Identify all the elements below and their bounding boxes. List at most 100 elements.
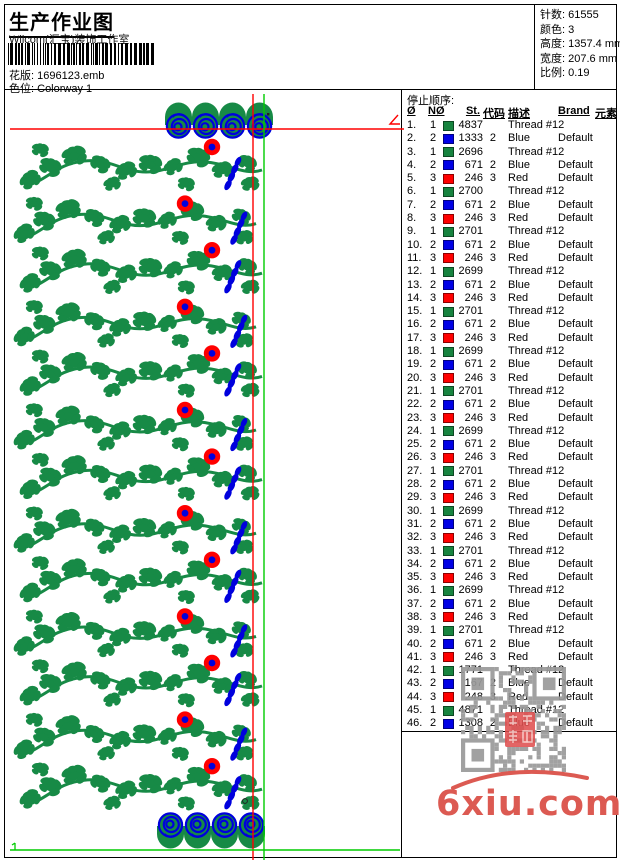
row-description: Blue (508, 198, 531, 211)
table-row: 7. 2 671 2 Blue Default (402, 199, 616, 212)
row-code: 2 (489, 597, 496, 610)
row-brand: Default (558, 251, 593, 264)
row-stitches: 671 (464, 517, 483, 530)
table-row: 45. 1 4871 Thread #12 (402, 704, 616, 717)
row-seq: 4. (407, 158, 417, 171)
row-description: Blue (508, 517, 531, 530)
row-needle: 2 (430, 132, 437, 145)
row-stitches: 4837 (458, 119, 483, 131)
row-brand: Default (558, 238, 593, 251)
color-swatch (443, 426, 454, 437)
row-brand: Default (558, 571, 593, 584)
row-brand: Default (558, 717, 593, 730)
color-swatch (443, 319, 454, 330)
row-brand: Default (558, 690, 593, 703)
row-needle: 2 (430, 717, 437, 730)
row-needle: 3 (430, 251, 437, 264)
row-seq: 32. (407, 531, 423, 544)
design-file: 花版: 1696123.emb (9, 67, 104, 83)
row-code: 3 (489, 411, 496, 424)
color-swatch (443, 399, 454, 410)
row-description: Thread #12 (508, 185, 565, 198)
row-description: Blue (508, 358, 531, 371)
barcode (8, 43, 154, 65)
table-row: 26. 3 246 3 Red Default (402, 451, 616, 464)
row-brand: Default (558, 398, 593, 411)
row-description: Thread #12 (508, 544, 565, 557)
row-seq: 15. (407, 305, 423, 318)
stop-table-rows: 1. 1 4837 Thread #12 2. 2 1333 2 Blue Default 3. 1 2… (402, 119, 616, 731)
row-stitches: 2701 (458, 305, 483, 318)
table-row: 8. 3 246 3 Red Default (402, 212, 616, 225)
row-description: Thread #12 (508, 305, 565, 318)
color-swatch (443, 532, 454, 543)
color-swatch (443, 386, 454, 397)
table-row: 9. 1 2701 Thread #12 (402, 225, 616, 238)
row-needle: 2 (430, 438, 437, 451)
row-code: 2 (489, 398, 496, 411)
row-needle: 1 (430, 345, 437, 358)
row-seq: 16. (407, 318, 423, 331)
row-code: 3 (489, 212, 496, 225)
row-stitches: 2699 (458, 504, 483, 517)
header-divider (5, 89, 616, 90)
row-needle: 1 (430, 544, 437, 557)
table-row: 44. 3 248 3 Red Default (402, 691, 616, 704)
row-description: Thread #12 (508, 384, 565, 397)
row-needle: 3 (430, 610, 437, 623)
color-swatch (443, 506, 454, 517)
row-needle: 2 (430, 597, 437, 610)
color-swatch (443, 213, 454, 224)
row-needle: 1 (430, 664, 437, 677)
table-row: 24. 1 2699 Thread #12 (402, 425, 616, 438)
row-seq: 27. (407, 464, 423, 477)
row-code: 3 (489, 491, 496, 504)
row-needle: 3 (430, 371, 437, 384)
table-row: 5. 3 246 3 Red Default (402, 172, 616, 185)
color-swatch (443, 280, 454, 291)
row-code: 2 (489, 132, 496, 145)
row-needle: 3 (430, 491, 437, 504)
row-seq: 7. (407, 198, 417, 211)
row-description: Red (508, 172, 529, 185)
row-stitches: 2699 (458, 345, 483, 358)
row-description: Thread #12 (508, 265, 565, 278)
row-code: 3 (489, 571, 496, 584)
design-point-marker (267, 113, 270, 116)
row-seq: 44. (407, 690, 423, 703)
row-seq: 5. (407, 172, 417, 185)
row-seq: 17. (407, 331, 423, 344)
row-brand: Default (558, 198, 593, 211)
color-swatch (443, 692, 454, 703)
design-end-marker (242, 798, 248, 804)
vine-motifs (10, 139, 262, 814)
row-needle: 1 (430, 424, 437, 437)
row-needle: 1 (430, 145, 437, 158)
row-stitches: 2701 (458, 624, 483, 637)
page-title: 生产作业图 (9, 6, 114, 38)
color-swatch (443, 519, 454, 530)
row-brand: Default (558, 517, 593, 530)
color-swatch (443, 639, 454, 650)
table-row: 18. 1 2699 Thread #12 (402, 345, 616, 358)
color-swatch (443, 466, 454, 477)
table-row: 3. 1 2696 Thread #12 (402, 146, 616, 159)
row-brand: Default (558, 411, 593, 424)
row-needle: 2 (430, 318, 437, 331)
table-row: 21. 1 2701 Thread #12 (402, 385, 616, 398)
row-description: Blue (508, 478, 531, 491)
table-row: 33. 1 2701 Thread #12 (402, 545, 616, 558)
row-seq: 45. (407, 704, 423, 717)
row-seq: 10. (407, 238, 423, 251)
row-seq: 24. (407, 424, 423, 437)
row-seq: 11. (407, 251, 422, 264)
row-needle: 1 (430, 504, 437, 517)
row-stitches: 246 (464, 371, 483, 384)
color-swatch (443, 585, 454, 596)
worksheet-page: 生产作业图 Wilcom(汇宝)装饰工作室 花版: 1696123.emb 色位… (4, 4, 620, 860)
row-description: Blue (508, 717, 531, 730)
row-description: Blue (508, 597, 531, 610)
panel-divider (401, 89, 402, 857)
row-description: Red (508, 411, 529, 424)
row-needle: 3 (430, 411, 437, 424)
